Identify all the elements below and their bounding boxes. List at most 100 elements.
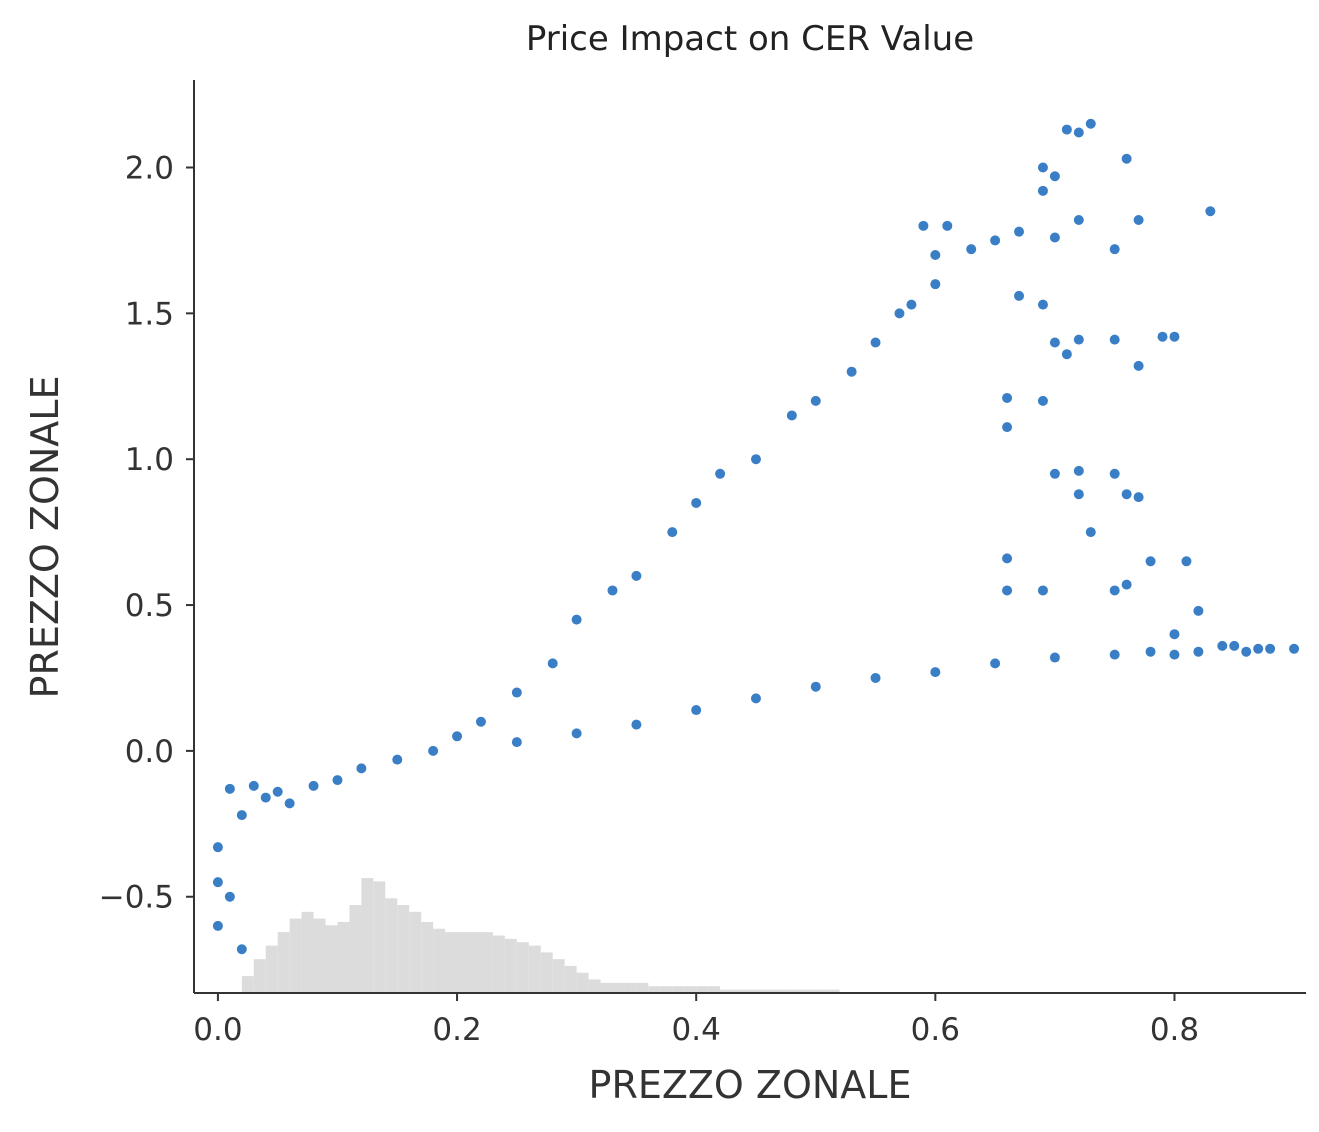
scatter-points	[212, 118, 1300, 955]
histogram-bar	[313, 918, 326, 993]
scatter-point	[631, 570, 642, 581]
histogram-bar	[385, 898, 398, 993]
scatter-point	[212, 920, 223, 931]
scatter-point	[1037, 185, 1048, 196]
scatter-point	[750, 454, 761, 465]
y-axis-label: PREZZO ZONALE	[23, 376, 67, 699]
scatter-point	[1002, 553, 1013, 564]
scatter-point	[272, 786, 283, 797]
y-tick-label: 1.0	[125, 442, 174, 478]
histogram-bar	[576, 972, 589, 993]
histogram-bar	[684, 986, 697, 993]
histogram-bar	[528, 945, 541, 993]
histogram-bar	[732, 989, 745, 993]
scatter-point	[1169, 649, 1180, 660]
scatter-point	[1061, 124, 1072, 135]
scatter-point	[1121, 579, 1132, 590]
scatter-point	[786, 410, 797, 421]
histogram-bar	[660, 986, 673, 993]
histogram-bar	[815, 989, 828, 993]
scatter-point	[1193, 605, 1204, 616]
histogram-bar	[827, 989, 840, 993]
scatter-point	[1049, 468, 1060, 479]
scatter-point	[1181, 556, 1192, 567]
scatter-point	[1169, 629, 1180, 640]
scatter-point	[1037, 395, 1048, 406]
scatter-point	[1002, 422, 1013, 433]
scatter-point	[631, 719, 642, 730]
chart-title: Price Impact on CER Value	[526, 19, 974, 59]
scatter-point	[212, 877, 223, 888]
scatter-point	[571, 728, 582, 739]
histogram-bar	[373, 881, 386, 993]
scatter-point	[918, 220, 929, 231]
scatter-point	[1085, 118, 1096, 129]
scatter-point	[260, 792, 271, 803]
histogram-bar	[253, 959, 266, 993]
histogram-bar	[696, 986, 709, 993]
histogram-bar	[744, 989, 756, 993]
histogram-bar	[600, 982, 613, 993]
histogram-bar	[504, 938, 517, 993]
scatter-point	[1265, 643, 1276, 654]
scatter-point	[475, 716, 486, 727]
scatter-point	[1133, 215, 1144, 226]
histogram-bar	[349, 905, 362, 993]
scatter-point	[1109, 334, 1120, 345]
scatter-point	[906, 299, 917, 310]
scatter-point	[1121, 489, 1132, 500]
scatter-point	[870, 337, 881, 348]
scatter-point	[356, 763, 367, 774]
histogram-bar	[337, 921, 350, 993]
scatter-point	[1049, 652, 1060, 663]
scatter-point	[1085, 527, 1096, 538]
x-tick-label: 0.4	[672, 1012, 721, 1048]
scatter-point	[224, 891, 235, 902]
histogram-bar	[767, 989, 780, 993]
histogram-bar	[720, 989, 733, 993]
scatter-point	[1229, 640, 1240, 651]
histogram-bar	[779, 989, 792, 993]
scatter-point	[1002, 392, 1013, 403]
x-tick-label: 0.2	[432, 1012, 481, 1048]
scatter-point	[1241, 646, 1252, 657]
x-tick-label: 0.0	[193, 1012, 242, 1048]
scatter-point	[1073, 215, 1084, 226]
scatter-point	[224, 783, 235, 794]
scatter-point	[1253, 643, 1264, 654]
scatter-point	[284, 798, 295, 809]
marginal-histogram	[241, 878, 840, 993]
scatter-point	[332, 775, 343, 786]
scatter-point	[990, 235, 1001, 246]
scatter-point	[1037, 162, 1048, 173]
histogram-bar	[433, 928, 446, 993]
histogram-bar	[480, 932, 493, 993]
scatter-point	[1133, 360, 1144, 371]
y-tick-label: 2.0	[125, 151, 174, 187]
x-axis-ticks: 0.0 0.2 0.4 0.6 0.8	[193, 993, 1199, 1048]
scatter-point	[511, 687, 522, 698]
histogram-bar	[445, 932, 458, 993]
scatter-point	[846, 366, 857, 377]
scatter-point	[1014, 226, 1025, 237]
scatter-point	[1217, 640, 1228, 651]
histogram-bar	[457, 932, 470, 993]
scatter-point	[942, 220, 953, 231]
histogram-bar	[755, 989, 768, 993]
histogram-bar	[241, 976, 254, 993]
scatter-point	[1289, 643, 1300, 654]
scatter-point	[870, 672, 881, 683]
scatter-point	[511, 737, 522, 748]
scatter-point	[1049, 337, 1060, 348]
scatter-point	[571, 614, 582, 625]
scatter-point	[894, 308, 905, 319]
scatter-point	[1109, 585, 1120, 596]
scatter-point	[1049, 171, 1060, 182]
scatter-point	[1205, 206, 1216, 217]
scatter-point	[1073, 127, 1084, 138]
scatter-point	[1121, 153, 1132, 164]
scatter-point	[810, 681, 821, 692]
histogram-bar	[552, 959, 565, 993]
scatter-point	[930, 279, 941, 290]
scatter-point	[1157, 331, 1168, 342]
